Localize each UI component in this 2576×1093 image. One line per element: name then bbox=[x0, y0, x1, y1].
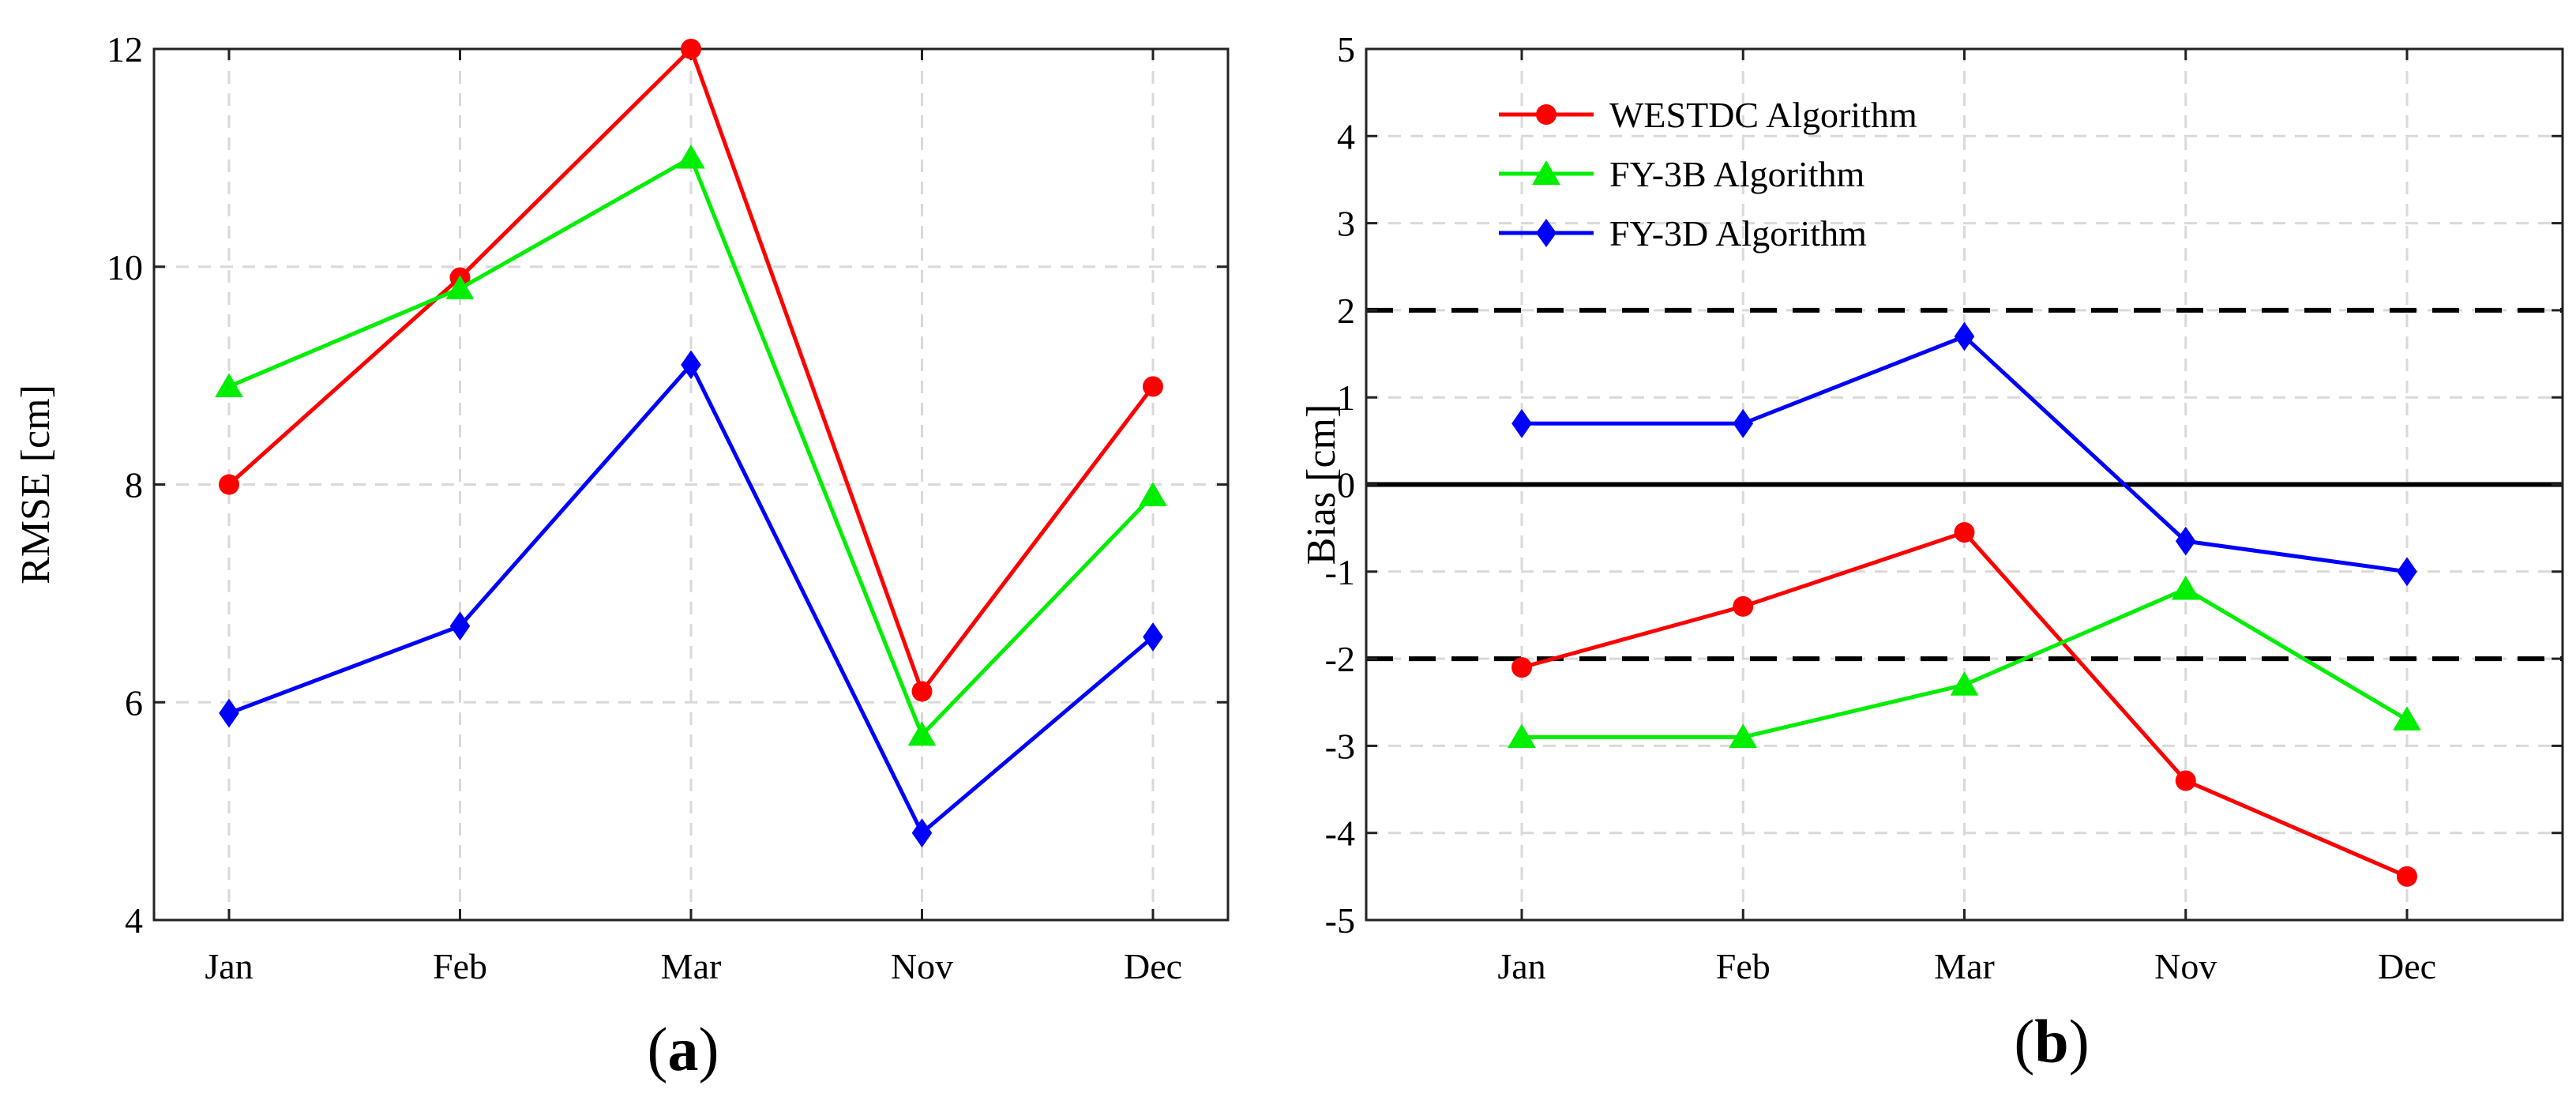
x-tick-label: Feb bbox=[1716, 946, 1771, 986]
data-point-diamond bbox=[1954, 321, 1975, 351]
data-point-triangle bbox=[215, 373, 243, 398]
y-tick-label: -3 bbox=[1325, 726, 1355, 766]
data-point-diamond bbox=[1143, 622, 1163, 652]
data-point-diamond bbox=[681, 350, 701, 380]
series-triangle bbox=[1508, 575, 2421, 748]
panel-a-rmse-chart: 4 6 8 10 12 Jan Feb Mar Nov Dec RMSE [cm] (a) bbox=[13, 29, 1230, 1084]
data-point-diamond bbox=[2397, 557, 2417, 587]
legend-marker-triangle bbox=[1532, 160, 1560, 185]
y-tick-label: 10 bbox=[107, 247, 143, 287]
y-tick-label: 2 bbox=[1337, 291, 1355, 331]
panel-label-letter: a bbox=[668, 1015, 699, 1084]
y-tick-label: -1 bbox=[1325, 552, 1355, 592]
series-diamond bbox=[1511, 321, 2417, 587]
data-point-circle bbox=[681, 39, 701, 59]
x-tick-label: Dec bbox=[2378, 946, 2436, 986]
data-point-triangle bbox=[1139, 482, 1167, 506]
data-point-triangle bbox=[1950, 671, 1979, 696]
data-point-circle bbox=[1511, 657, 1532, 678]
y-tick-label: -2 bbox=[1325, 639, 1355, 679]
data-point-circle bbox=[1143, 376, 1163, 397]
series-diamond bbox=[219, 350, 1163, 848]
data-point-circle bbox=[219, 474, 239, 495]
data-point-triangle bbox=[2171, 575, 2200, 600]
data-point-diamond bbox=[219, 698, 239, 728]
data-point-triangle bbox=[2393, 706, 2421, 731]
legend: WESTDC Algorithm FY-3B Algorithm FY-3D Alg… bbox=[1499, 95, 1917, 254]
grid-lines bbox=[154, 49, 1228, 920]
series-triangle bbox=[215, 144, 1167, 746]
x-tick-label: Dec bbox=[1124, 946, 1182, 986]
legend-entry: WESTDC Algorithm bbox=[1499, 95, 1917, 135]
panel-b-bias-chart: -5 -4 -3 -2 -1 0 1 2 3 4 5 Jan Feb Mar Nov Dec Bias [cm]… bbox=[1299, 29, 2564, 1076]
x-tick-label: Mar bbox=[661, 946, 722, 986]
data-point-triangle bbox=[1729, 723, 1758, 748]
y-tick-label: 4 bbox=[125, 900, 143, 941]
y-tick-label: 6 bbox=[125, 682, 143, 723]
x-tick-label: Mar bbox=[1934, 946, 1995, 986]
legend-label: FY-3B Algorithm bbox=[1609, 154, 1865, 194]
y-tick-label: 4 bbox=[1337, 116, 1355, 156]
series-circle bbox=[1511, 522, 2417, 887]
data-point-diamond bbox=[2175, 526, 2196, 556]
x-tick-label: Jan bbox=[1497, 946, 1545, 986]
legend-marker-circle bbox=[1536, 104, 1556, 125]
y-tick-label: 8 bbox=[125, 465, 143, 505]
x-tick-label: Feb bbox=[433, 946, 487, 986]
legend-label: FY-3D Algorithm bbox=[1609, 213, 1867, 254]
panel-label-letter: b bbox=[2034, 1007, 2068, 1076]
x-tick-label: Jan bbox=[205, 946, 253, 986]
data-point-diamond bbox=[1733, 408, 1754, 438]
y-tick-label: 1 bbox=[1337, 377, 1355, 418]
y-tick-label: 0 bbox=[1337, 465, 1355, 505]
data-point-triangle bbox=[907, 721, 937, 746]
x-tick-label: Nov bbox=[891, 946, 953, 986]
y-axis-label: RMSE [cm] bbox=[13, 385, 58, 584]
data-point-circle bbox=[911, 681, 933, 702]
y-axis-label: Bias [cm] bbox=[1299, 404, 1344, 565]
data-point-circle bbox=[2175, 770, 2196, 791]
data-point-circle bbox=[2397, 866, 2417, 887]
data-point-diamond bbox=[449, 611, 471, 641]
legend-label: WESTDC Algorithm bbox=[1609, 95, 1917, 135]
panel-label: (a) bbox=[648, 1015, 719, 1084]
data-point-circle bbox=[1733, 595, 1754, 617]
y-tick-label: 3 bbox=[1337, 204, 1355, 244]
data-point-diamond bbox=[911, 818, 933, 848]
legend-entry: FY-3D Algorithm bbox=[1499, 213, 1867, 254]
legend-marker-diamond bbox=[1536, 219, 1556, 247]
data-point-circle bbox=[1954, 522, 1975, 543]
x-tick-label: Nov bbox=[2154, 946, 2217, 986]
y-tick-label: -5 bbox=[1325, 900, 1355, 941]
data-point-diamond bbox=[1511, 408, 1532, 438]
y-tick-label: 5 bbox=[1337, 29, 1355, 69]
legend-entry: FY-3B Algorithm bbox=[1499, 154, 1865, 194]
panel-label: (b) bbox=[2014, 1007, 2089, 1076]
data-point-triangle bbox=[445, 275, 475, 299]
data-point-triangle bbox=[1508, 723, 1536, 748]
y-tick-label: 12 bbox=[107, 29, 143, 69]
data-point-triangle bbox=[677, 144, 705, 169]
y-tick-label: -4 bbox=[1325, 813, 1355, 854]
